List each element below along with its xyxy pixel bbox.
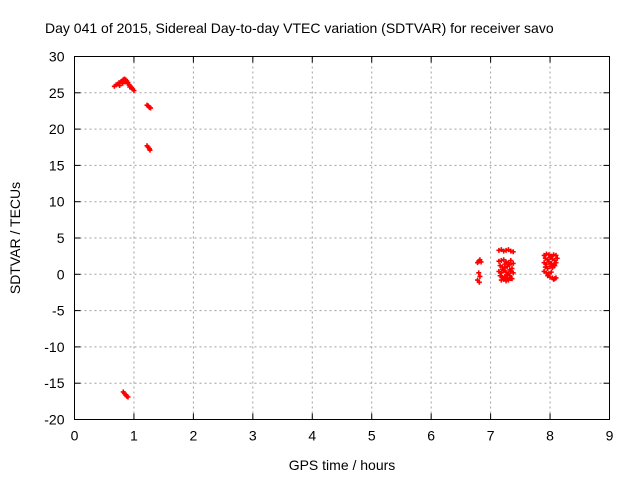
data-point <box>552 263 558 269</box>
x-tick-label: 0 <box>71 428 79 444</box>
x-tick-label: 3 <box>249 428 257 444</box>
data-point <box>125 394 131 400</box>
data-point <box>553 275 559 281</box>
data-point <box>500 266 505 272</box>
y-tick-label: -10 <box>44 339 64 355</box>
x-tick-label: 4 <box>308 428 316 444</box>
data-point <box>510 260 516 266</box>
y-tick-label: 5 <box>57 230 65 246</box>
data-point <box>548 269 554 275</box>
data-point <box>508 276 514 282</box>
data-point <box>124 80 130 86</box>
data-point <box>508 258 514 264</box>
data-point <box>510 249 516 255</box>
data-point <box>476 279 482 285</box>
y-tick-label: 0 <box>57 266 65 282</box>
x-tick-label: 1 <box>130 428 138 444</box>
y-tick-label: 20 <box>49 121 65 137</box>
x-tick-label: 6 <box>427 428 435 444</box>
data-point <box>553 252 559 258</box>
data-point <box>507 267 513 273</box>
y-tick-label: 10 <box>49 194 65 210</box>
series-cluster-7.2h <box>496 247 516 284</box>
grid-lines <box>74 56 610 420</box>
data-point <box>148 105 154 111</box>
x-tick-label: 2 <box>189 428 197 444</box>
data-point <box>504 272 510 278</box>
data-point <box>510 270 516 276</box>
series-cluster-8.0h <box>541 251 560 282</box>
series-cluster-early-high <box>111 76 137 94</box>
x-tick-label: 7 <box>487 428 495 444</box>
y-tick-label: 30 <box>49 49 65 65</box>
data-point <box>553 260 559 266</box>
data-points <box>111 76 560 400</box>
data-point <box>117 83 123 89</box>
axis-ticks <box>74 56 610 420</box>
data-point <box>554 255 560 261</box>
data-point <box>476 270 482 276</box>
data-point <box>507 262 513 268</box>
data-point <box>502 261 508 267</box>
series-cluster-6.8h <box>475 257 484 285</box>
y-tick-label: -15 <box>44 375 64 391</box>
chart-title: Day 041 of 2015, Sidereal Day-to-day VTE… <box>45 20 554 36</box>
x-tick-label: 9 <box>606 428 614 444</box>
data-point <box>147 147 153 153</box>
x-tick-label: 8 <box>546 428 554 444</box>
y-tick-label: -5 <box>52 303 65 319</box>
data-point <box>478 259 484 265</box>
series-cluster-early-low <box>120 389 131 400</box>
y-tick-label: 15 <box>49 157 65 173</box>
x-tick-label: 5 <box>368 428 376 444</box>
x-axis-label: GPS time / hours <box>289 457 396 473</box>
y-axis-label: SDTVAR / TECUs <box>7 182 23 294</box>
y-tick-label: 25 <box>49 85 65 101</box>
data-point <box>127 84 133 90</box>
y-tick-label: -20 <box>44 412 64 428</box>
data-point <box>131 88 137 94</box>
series-cluster-1.2h <box>144 102 154 153</box>
data-point <box>477 273 483 279</box>
